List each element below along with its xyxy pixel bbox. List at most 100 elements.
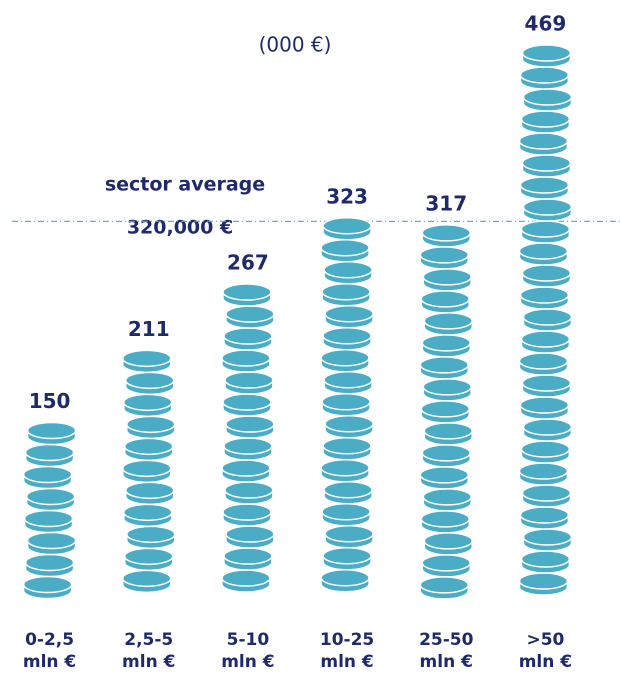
coin-top — [320, 239, 370, 257]
x-tick-label: 10-25 mln € — [320, 630, 374, 672]
coin-top — [520, 330, 571, 348]
coin-top — [322, 547, 372, 565]
value-label: 323 — [326, 184, 368, 208]
coin-top — [126, 525, 176, 544]
value-label: 267 — [227, 251, 269, 275]
coin-top — [123, 393, 173, 412]
coin-top — [224, 371, 274, 389]
coin-top — [25, 487, 76, 506]
coin-top — [522, 308, 573, 326]
coin-top — [323, 481, 373, 499]
coin-top — [522, 198, 573, 216]
coin-top — [224, 481, 274, 499]
coin-top — [26, 421, 77, 440]
coin-top — [521, 264, 572, 282]
coin-top — [518, 132, 569, 150]
coin-top — [26, 531, 77, 550]
coin-top — [122, 459, 172, 478]
coin-top — [420, 290, 470, 308]
coin-top — [518, 462, 569, 480]
coin-top — [323, 261, 373, 279]
coin-top — [521, 484, 572, 502]
coin-top — [419, 576, 469, 594]
coin-top — [125, 371, 175, 390]
coin-top — [321, 503, 371, 521]
coin-top — [223, 437, 273, 455]
coin-top — [421, 554, 471, 572]
coin-top — [124, 547, 174, 566]
coin-top — [421, 224, 471, 242]
coin-top — [223, 547, 273, 565]
coin-top — [22, 575, 73, 594]
x-tick-label: 5-10 mln € — [221, 630, 274, 672]
coin-top — [320, 459, 370, 477]
coin-top — [520, 220, 571, 238]
coin-top — [519, 176, 570, 194]
coin-stack — [221, 283, 275, 593]
reference-label: 320,000 € — [127, 217, 233, 239]
coin-top — [321, 283, 371, 301]
coin-top — [419, 356, 469, 374]
coin-top — [222, 283, 272, 301]
coin-top — [521, 374, 572, 392]
coin-top — [518, 242, 569, 260]
value-label: 317 — [425, 191, 467, 215]
coin-top — [222, 503, 272, 521]
coin-top — [420, 510, 470, 528]
coin-stack — [122, 349, 176, 594]
coin-top — [519, 66, 570, 84]
coin-top — [324, 525, 374, 543]
coin-top — [320, 349, 370, 367]
coin-top — [221, 569, 271, 587]
coin-top — [225, 525, 275, 543]
coin-top — [322, 217, 372, 235]
coin-top — [22, 465, 73, 484]
value-label: 150 — [29, 389, 71, 413]
coin-top — [126, 415, 176, 434]
coin-top — [419, 246, 469, 264]
coin-stack — [518, 44, 573, 596]
coin-top — [520, 550, 571, 568]
coin-top — [519, 506, 570, 524]
coin-top — [422, 268, 472, 286]
coin-top — [522, 418, 573, 436]
coin-top — [520, 440, 571, 458]
coin-top — [521, 154, 572, 172]
coin-top — [122, 569, 172, 588]
value-label: 211 — [128, 317, 170, 341]
coin-top — [322, 327, 372, 345]
coin-top — [421, 334, 471, 352]
coin-top — [518, 352, 569, 370]
reference-name: sector average — [105, 174, 265, 196]
x-tick-label: >50 mln € — [519, 630, 572, 672]
coin-top — [123, 503, 173, 522]
coin-top — [221, 459, 271, 477]
coin-top — [518, 572, 569, 590]
coin-stack — [22, 421, 77, 600]
coin-top — [323, 371, 373, 389]
coin-top — [125, 481, 175, 500]
coin-top — [522, 528, 573, 546]
coin-top — [422, 378, 472, 396]
coin-top — [324, 415, 374, 433]
x-tick-label: 25-50 mln € — [419, 630, 474, 672]
coin-top — [521, 44, 572, 62]
value-label: 469 — [525, 12, 567, 36]
coin-top — [423, 312, 473, 330]
x-tick-label: 2,5-5 mln € — [122, 630, 175, 672]
coin-top — [423, 532, 473, 550]
unit-label: (000 €) — [259, 33, 332, 57]
coin-top — [322, 437, 372, 455]
coin-top — [519, 396, 570, 414]
coin-top — [320, 569, 370, 587]
coin-top — [24, 553, 75, 572]
coin-top — [422, 488, 472, 506]
coin-top — [223, 327, 273, 345]
coin-top — [423, 422, 473, 440]
coin-top — [124, 437, 174, 456]
coin-top — [421, 444, 471, 462]
coin-top — [324, 305, 374, 323]
coin-top — [225, 415, 275, 433]
coin-stack — [419, 224, 473, 600]
coin-top — [122, 349, 172, 368]
